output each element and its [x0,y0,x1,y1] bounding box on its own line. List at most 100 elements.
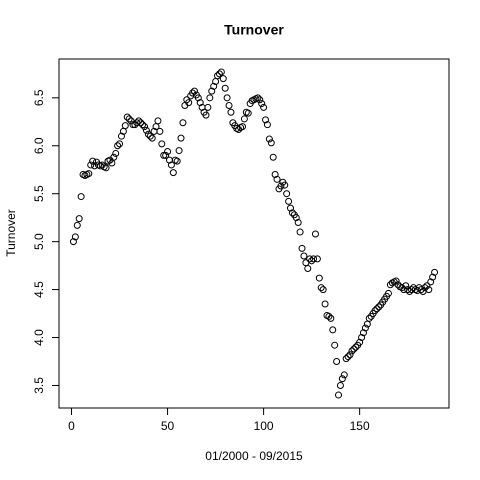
point [189,89,197,97]
point [206,94,214,102]
point [263,121,271,129]
point [298,244,306,252]
point [427,278,435,286]
y-axis-label: Turnover [4,209,18,257]
point [319,286,327,294]
point [164,148,172,156]
point [129,121,137,129]
point [123,113,131,121]
point [190,87,198,95]
point [169,169,177,177]
y-tick-label: 6.5 [32,89,46,106]
point [375,303,383,311]
point [112,149,120,157]
y-tick-label: 5.5 [32,185,46,202]
point [139,121,147,129]
point [260,103,268,111]
y-tick-label: 5.0 [32,233,46,250]
point [110,153,118,161]
point [73,221,81,229]
point [359,329,367,337]
point [71,233,79,241]
point [204,103,212,111]
point [421,284,429,292]
point [431,268,439,276]
x-axis-label: 01/2000 - 09/2015 [205,449,303,463]
point [344,353,352,361]
point [269,153,277,161]
point [158,140,166,148]
point [371,307,379,315]
point [258,100,266,108]
x-tick-label: 150 [350,419,370,433]
point [77,193,85,201]
point [365,314,373,322]
point [146,132,154,140]
point [148,134,156,142]
point [240,115,248,123]
point [317,284,325,292]
point [102,164,110,172]
point [141,123,149,131]
point [208,87,216,95]
point [356,338,364,346]
point [346,351,354,359]
point [117,132,125,140]
point [265,135,273,143]
point [225,102,233,110]
point [273,175,281,183]
point [288,209,296,217]
point [144,130,152,138]
point [223,94,231,102]
point [352,343,360,351]
point [425,286,433,294]
point [329,326,337,334]
point [267,139,275,147]
point [87,161,95,169]
point [137,119,145,127]
y-tick-label: 4.5 [32,281,46,298]
point [121,122,129,130]
point [179,119,187,127]
point [175,147,183,155]
point [89,157,97,165]
point [296,228,304,236]
point [310,255,318,263]
chart-title: Turnover [224,22,284,38]
point [327,314,335,322]
point [281,181,289,189]
point [325,312,333,320]
point [244,109,252,117]
point [75,215,83,223]
point [315,274,323,282]
point [85,170,93,178]
point [286,204,294,212]
point [321,300,329,308]
point [294,218,302,226]
point [254,94,262,102]
point [162,151,170,159]
point [214,72,222,80]
point [142,126,150,134]
point [69,238,77,246]
x-tick-label: 50 [161,419,175,433]
point [384,289,392,297]
point [167,161,175,169]
point [221,84,229,92]
point [335,391,343,399]
point [219,75,227,83]
point [238,123,246,131]
point [300,252,308,260]
point [350,345,358,353]
point [160,151,168,159]
point [285,197,293,205]
point [423,282,431,290]
point [331,341,339,349]
point [313,255,321,263]
point [154,117,162,125]
point [306,255,314,263]
point [342,355,350,363]
